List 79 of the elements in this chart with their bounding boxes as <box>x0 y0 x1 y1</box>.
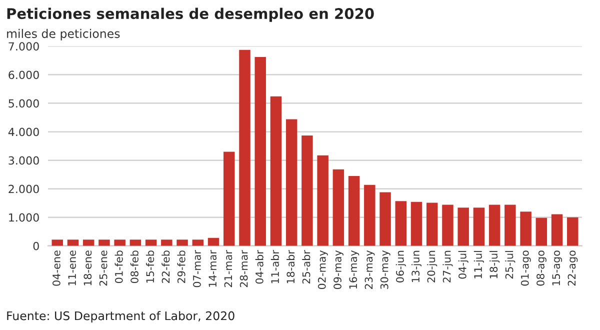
source-note: Fuente: US Department of Labor, 2020 <box>7 311 234 323</box>
bar <box>224 152 235 246</box>
bar <box>332 169 344 246</box>
y-tick-label: 2.000 <box>8 184 39 194</box>
bar <box>442 204 454 246</box>
y-tick-label: 3.000 <box>8 156 39 165</box>
x-tick-label: 23-may <box>364 250 375 289</box>
x-tick-label: 01-ago <box>520 250 531 286</box>
bar <box>254 57 266 246</box>
bar <box>426 202 438 246</box>
bar <box>270 96 282 246</box>
x-tick-label: 22-ago <box>568 250 578 286</box>
bar <box>364 184 376 246</box>
bar <box>551 214 563 246</box>
bar <box>145 240 157 246</box>
y-tick-label: 5.000 <box>8 99 39 108</box>
bar <box>348 176 360 246</box>
chart-subtitle: miles de peticiones <box>7 28 120 40</box>
x-tick-label: 20-jun <box>427 250 438 282</box>
y-tick-label: 0 <box>33 242 39 250</box>
x-tick-label: 11-ene <box>68 250 76 286</box>
y-tick-label: 1.000 <box>9 213 39 222</box>
x-tick-label: 25-ene <box>99 250 108 286</box>
bar <box>239 50 250 246</box>
x-tick-label: 18-abr <box>286 250 295 284</box>
x-tick-label: 08-ago <box>536 250 546 286</box>
bar <box>567 217 578 246</box>
bar <box>130 240 142 246</box>
x-tick-label: 13-jun <box>411 250 422 282</box>
bar <box>410 202 422 246</box>
bar <box>520 212 532 246</box>
x-tick-label: 04-abr <box>255 250 264 284</box>
x-tick-label: 25-abr <box>302 250 310 284</box>
x-tick-label: 14-mar <box>208 250 217 287</box>
bar <box>473 208 485 246</box>
bar <box>176 240 188 246</box>
x-tick-label: 15-ago <box>552 250 562 286</box>
x-tick-label: 11-abr <box>270 250 279 284</box>
x-tick-label: 09-may <box>334 250 344 290</box>
bar <box>395 201 406 246</box>
bar <box>161 240 172 246</box>
bar <box>114 240 126 246</box>
bar <box>286 119 298 246</box>
y-tick-label: 7.000 <box>8 42 39 51</box>
x-tick-label: 18-jul <box>490 250 500 278</box>
bar <box>52 240 63 246</box>
x-tick-label: 16-may <box>349 250 360 289</box>
x-tick-label: 04-jul <box>458 250 468 279</box>
bar <box>208 238 220 246</box>
bar <box>504 204 516 246</box>
x-tick-label: 29-feb <box>177 250 186 283</box>
x-tick-label: 22-feb <box>162 250 170 283</box>
y-tick-label: 4.000 <box>8 128 39 136</box>
bar <box>380 192 391 246</box>
x-tick-label: 08-feb <box>130 250 138 284</box>
x-tick-label: 18-ene <box>84 250 92 286</box>
x-tick-label: 30-may <box>380 250 390 289</box>
x-tick-label: 11-jul <box>474 250 484 278</box>
x-tick-label: 04-ene <box>52 250 60 286</box>
x-tick-label: 07-mar <box>193 250 201 288</box>
x-tick-label: 25-jul <box>505 250 516 279</box>
bar <box>192 240 204 246</box>
bar <box>536 218 548 246</box>
x-tick-label: 28-mar <box>240 250 248 288</box>
bar <box>82 240 94 246</box>
x-tick-label: 21-mar <box>224 250 232 288</box>
y-tick-label: 6.000 <box>8 70 39 80</box>
x-tick-label: 01-feb <box>114 250 123 284</box>
bar <box>67 240 79 246</box>
chart-title: Peticiones semanales de desempleo en 2020 <box>7 8 374 22</box>
bar <box>302 135 313 246</box>
x-tick-label: 06-jun <box>396 250 406 282</box>
x-tick-label: 02-may <box>318 250 328 290</box>
x-tick-label: 27-jun <box>442 250 453 282</box>
bar <box>488 204 500 246</box>
bar <box>98 240 110 246</box>
bar <box>458 208 469 246</box>
x-tick-label: 15-feb <box>146 250 154 283</box>
bar <box>317 155 328 246</box>
